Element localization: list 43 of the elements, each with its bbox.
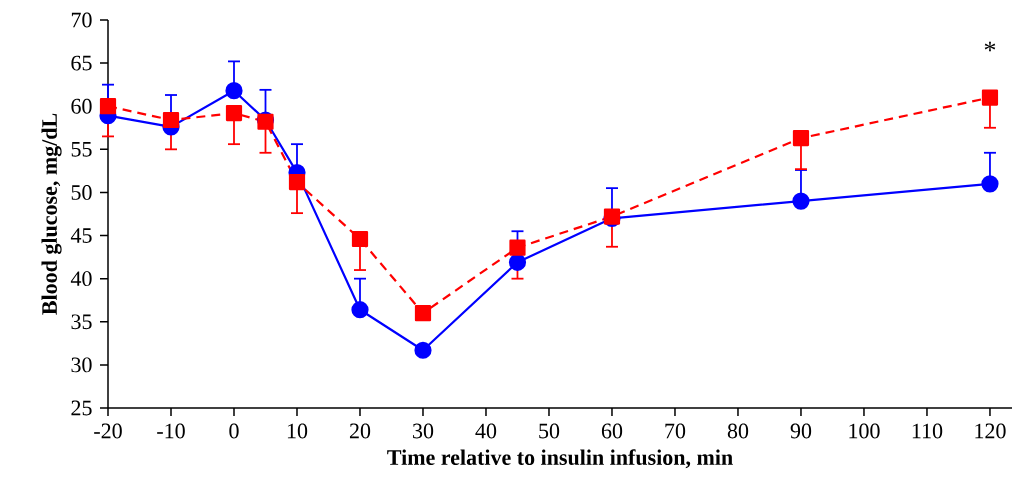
y-tick-label: 35 [71,314,92,330]
x-tick-label: 110 [912,423,943,439]
annotation: * [984,41,996,52]
x-tick-label: 120 [975,423,1006,439]
y-tick-label: 30 [71,357,92,373]
point [225,105,243,122]
y-tick-label: 50 [71,185,92,200]
x-tick-label: 0 [229,423,239,439]
x-tick-label: -20 [94,423,122,439]
y-tick-label: 60 [71,98,92,114]
point [162,111,180,129]
y-tick-label: 45 [70,228,92,243]
x-tick-label: 60 [601,423,623,439]
x-tick-label: 100 [849,423,880,439]
point [508,253,527,271]
point [792,130,810,147]
y-tick-label: 70 [71,12,92,28]
point [351,301,369,319]
point [981,89,999,106]
x-tick-label: -10 [157,423,185,439]
x-axis-title: Time relative to insulin infusion, min [387,449,733,469]
x-tick-label: 10 [287,423,308,439]
point [981,175,999,193]
point [414,305,432,322]
point [225,82,243,100]
x-tick-label: 20 [349,423,371,439]
y-axis-title: Blood glucose, mg/dL [41,113,62,315]
point [288,174,306,191]
x-tick-label: 40 [475,423,497,439]
point [351,230,369,248]
point [509,239,526,256]
y-tick-label: 40 [70,271,92,287]
x-tick-label: 70 [665,423,686,439]
x-tick-label: 80 [727,423,749,439]
x-tick-label: 50 [539,423,560,439]
point [792,192,810,210]
y-tick-label: 25 [71,400,92,416]
point [99,98,117,115]
y-tick-label: 65 [71,55,92,71]
point [414,341,432,359]
y-tick-label: 55 [71,142,92,157]
x-tick-label: 90 [790,423,812,439]
x-tick-label: 30 [413,423,434,439]
